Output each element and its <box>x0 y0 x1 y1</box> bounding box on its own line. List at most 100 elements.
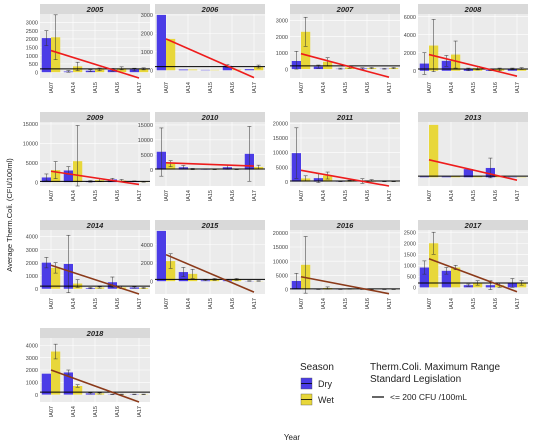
y-tick-label: 3000 <box>276 19 288 25</box>
y-tick-label: 0 <box>413 286 416 292</box>
y-tick-label: 1000 <box>276 51 288 57</box>
bar-dry <box>178 69 188 71</box>
bar-wet <box>139 68 149 73</box>
y-axis-title: Average Therm.Coli. (CFU/100ml) <box>5 158 14 272</box>
y-tick-label: 0 <box>150 168 153 174</box>
panel-title: 2016 <box>336 221 355 230</box>
x-tick-label: IA16 <box>493 298 499 309</box>
x-tick-label: IA16 <box>115 82 121 93</box>
panel-strip <box>40 328 150 338</box>
panel-2009: 2009 0 5000 10000 15000 IA07 IA14 IA15 IA16 IA17 <box>23 112 150 201</box>
x-tick-label: IA16 <box>115 298 121 309</box>
panel-2013: 2013 IA07 IA14 IA15 IA16 IA17 <box>418 112 528 201</box>
y-tick-label: 10000 <box>138 138 153 144</box>
x-tick-label: IA17 <box>137 298 143 309</box>
x-tick-label: IA07 <box>164 298 170 309</box>
y-tick-label: 0 <box>285 67 288 73</box>
panel-title: 2013 <box>464 113 483 122</box>
bar-wet <box>51 267 61 289</box>
x-tick-label: IA07 <box>299 190 305 201</box>
trend-line <box>300 275 390 295</box>
bar-wet <box>301 31 311 70</box>
x-tick-label: IA07 <box>49 406 55 417</box>
bar-dry <box>156 14 166 71</box>
panel-2014: 2014 0 1000 2000 3000 4000 IA07 IA14 IA15 IA16 IA1… <box>26 220 150 309</box>
legend-reference-label: <= 200 CFU /100mL <box>390 392 467 402</box>
y-tick-label: 3000 <box>141 13 153 19</box>
x-tick-label: IA07 <box>427 82 433 93</box>
x-tick-label: IA14 <box>186 82 192 93</box>
bar-dry <box>63 170 73 183</box>
x-tick-label: IA15 <box>471 82 477 93</box>
x-tick-label: IA15 <box>93 298 99 309</box>
y-tick-label: 10000 <box>23 142 38 148</box>
y-tick-label: 2000 <box>26 368 38 374</box>
bar-wet <box>451 267 461 288</box>
x-tick-label: IA14 <box>186 298 192 309</box>
x-tick-label: IA14 <box>321 298 327 309</box>
x-tick-label: IA17 <box>515 298 521 309</box>
x-tick-label: IA14 <box>321 82 327 93</box>
x-tick-label: IA15 <box>471 298 477 309</box>
y-tick-label: 5000 <box>26 161 38 167</box>
bar-wet <box>51 351 61 395</box>
x-tick-label: IA16 <box>115 406 121 417</box>
x-tick-label: IA07 <box>299 82 305 93</box>
y-tick-label: 1500 <box>404 252 416 258</box>
trend-line <box>300 169 390 187</box>
x-tick-label: IA15 <box>208 82 214 93</box>
y-tick-label: 3000 <box>26 21 38 27</box>
panel-strip <box>290 220 400 230</box>
y-tick-label: 2500 <box>26 29 38 35</box>
panel-strip <box>155 220 265 230</box>
x-tick-label: IA07 <box>49 190 55 201</box>
y-tick-label: 500 <box>407 275 416 281</box>
bar-wet <box>254 66 264 71</box>
bar-wet <box>473 176 483 178</box>
bar-wet <box>73 386 83 395</box>
trend-line <box>300 52 390 78</box>
y-tick-label: 4000 <box>404 33 416 39</box>
x-tick-label: IA17 <box>515 82 521 93</box>
bar-wet <box>188 69 198 71</box>
x-tick-label: IA17 <box>387 82 393 93</box>
x-tick-label: IA17 <box>252 190 258 201</box>
bar-dry <box>222 65 232 71</box>
legend-range-subtitle: Standard Legislation <box>370 374 461 385</box>
x-tick-label: IA15 <box>343 298 349 309</box>
panel-2016: 2016 0 5000 10000 15000 20000 IA07 IA14 IA15 IA16… <box>273 220 400 309</box>
y-tick-label: 0 <box>35 287 38 293</box>
bar-dry <box>41 262 51 289</box>
y-tick-label: 5000 <box>141 153 153 159</box>
panel-2010: 2010 0 5000 10000 15000 IA07 IA14 IA15 IA16 IA17 <box>138 112 265 201</box>
x-tick-label: IA16 <box>230 82 236 93</box>
y-tick-label: 2000 <box>404 51 416 57</box>
y-tick-label: 6000 <box>404 15 416 21</box>
y-tick-label: 4000 <box>141 243 153 249</box>
x-tick-label: IA17 <box>137 190 143 201</box>
x-tick-label: IA14 <box>321 190 327 201</box>
panel-title: 2017 <box>464 221 483 230</box>
x-tick-label: IA07 <box>164 190 170 201</box>
x-tick-label: IA16 <box>230 190 236 201</box>
y-tick-label: 1500 <box>26 45 38 51</box>
panel-2011: 2011 0 5000 10000 15000 20000 IA07 IA14 IA15 IA16… <box>273 112 400 201</box>
x-tick-label: IA15 <box>93 82 99 93</box>
panel-2007: 2007 0 1000 2000 3000 IA07 IA14 IA15 IA16 IA17 <box>276 4 400 93</box>
bar-wet <box>429 124 439 178</box>
x-tick-label: IA15 <box>343 82 349 93</box>
panel-2015: 2015 0 2000 4000 IA07 IA14 IA15 IA16 IA17 <box>141 220 265 309</box>
y-tick-label: 2000 <box>276 35 288 41</box>
y-tick-label: 15000 <box>138 123 153 129</box>
panel-strip <box>155 112 265 122</box>
y-tick-label: 15000 <box>273 136 288 142</box>
x-tick-label: IA07 <box>427 298 433 309</box>
y-tick-label: 3000 <box>26 356 38 362</box>
y-tick-label: 5000 <box>276 274 288 280</box>
x-tick-label: IA16 <box>365 298 371 309</box>
panel-strip <box>418 4 528 14</box>
bar-dry <box>419 176 429 178</box>
y-tick-label: 2000 <box>26 261 38 267</box>
y-tick-label: 20000 <box>273 122 288 128</box>
